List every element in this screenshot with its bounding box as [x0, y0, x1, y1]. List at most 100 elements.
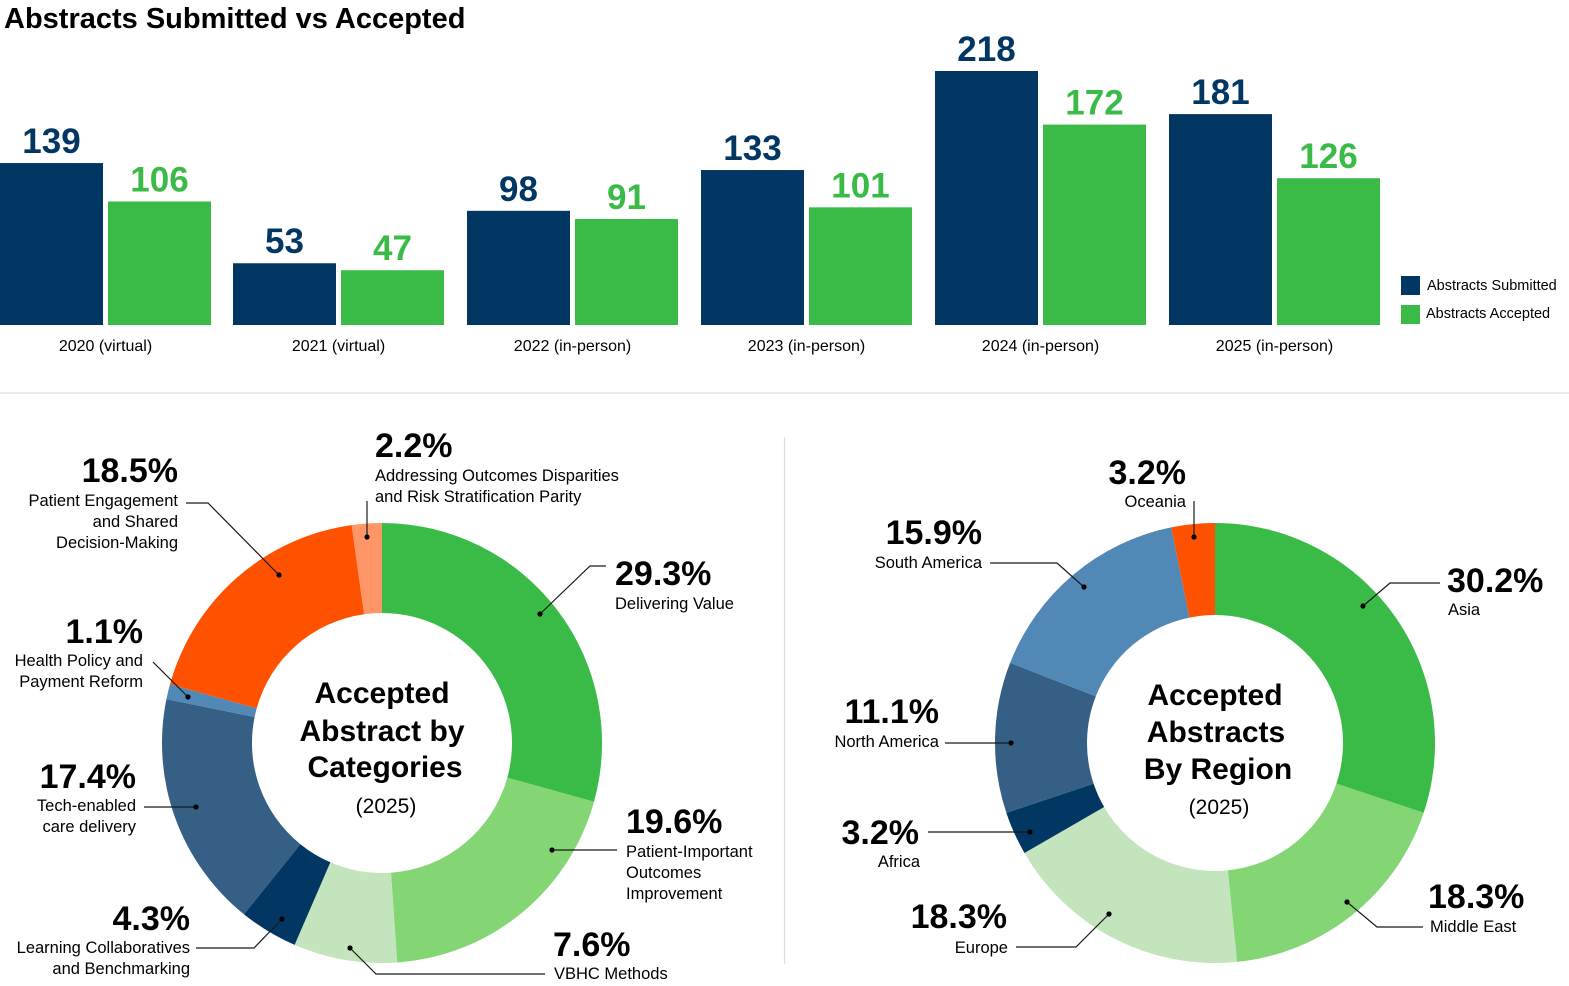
donut-slice — [1227, 783, 1424, 962]
bar-accepted — [809, 207, 912, 325]
leader-dot — [279, 916, 285, 922]
slice-name-label: Outcomes — [626, 864, 701, 882]
bar-chart-title: Abstracts Submitted vs Accepted — [4, 3, 465, 35]
donut-slice — [1171, 523, 1215, 618]
bar-value-label: 133 — [723, 129, 781, 168]
bar-accepted — [1043, 124, 1146, 325]
bar-value-label: 139 — [22, 122, 80, 161]
bar-value-label: 106 — [130, 160, 188, 199]
slice-name-label: Tech-enabled — [37, 797, 136, 815]
slice-name-label: Patient-Important — [626, 843, 753, 861]
donut-regions-center-title: Accepted Abstracts By Region (2025) — [1144, 679, 1292, 819]
center-title-line: Abstract by — [299, 715, 464, 748]
slice-percent-label: 19.6% — [626, 803, 722, 841]
center-title-line: Accepted — [314, 677, 449, 710]
slice-name-label: Middle East — [1430, 918, 1517, 936]
bar-value-label: 126 — [1299, 137, 1357, 176]
donut-slice — [1010, 527, 1190, 697]
leader-dot — [185, 694, 191, 700]
slice-name-label: Addressing Outcomes Disparities — [375, 467, 619, 485]
leader-dot — [1008, 740, 1014, 746]
donut-slice — [995, 662, 1096, 813]
slice-percent-label: 18.3% — [1428, 878, 1524, 916]
bar-accepted — [108, 201, 211, 325]
donut-regions-labels: 30.2%Asia 18.3% Middle East 18.3% Europe 3.2%… — [834, 454, 1543, 957]
bar-submitted — [233, 263, 336, 325]
bar-chart: Abstracts Submitted vs Accepted 139 106 53… — [0, 3, 1557, 355]
x-axis-tick-label: 2024 (in-person) — [982, 338, 1099, 355]
leader-line — [1362, 582, 1440, 607]
donut-slice — [169, 525, 365, 709]
slice-name-label: Health Policy and — [15, 652, 143, 670]
bar-value-label: 181 — [1191, 73, 1249, 112]
slice-percent-label: 3.2% — [842, 814, 920, 852]
center-subtitle: (2025) — [1189, 796, 1250, 819]
leader-dot — [193, 804, 199, 810]
x-axis-tick-label: 2021 (virtual) — [292, 338, 385, 355]
leader-line — [196, 918, 283, 949]
slice-percent-label: 11.1% — [844, 693, 939, 731]
leader-dot — [1344, 899, 1350, 905]
bar-value-label: 218 — [957, 30, 1015, 69]
x-axis-tick-label: 2025 (in-person) — [1216, 338, 1333, 355]
slice-percent-label: 1.1% — [66, 613, 144, 651]
slice-percent-label: 2.2% — [375, 427, 453, 465]
slice-name-label: Africa — [878, 853, 921, 871]
legend-swatch-accepted — [1401, 305, 1420, 324]
slice-percent-label: 18.5% — [82, 452, 178, 490]
donut-regions-slices — [995, 523, 1435, 963]
bar-submitted — [701, 170, 804, 325]
leader-dot — [347, 945, 353, 951]
leader-dot — [1027, 829, 1033, 835]
bar-submitted — [467, 210, 570, 325]
donut-slice — [166, 684, 257, 718]
slice-percent-label: 29.3% — [615, 555, 711, 593]
donut-categories-labels: 29.3% Delivering Value 19.6% Patient-Import… — [15, 427, 753, 983]
leader-line — [349, 947, 545, 975]
bar-value-label: 47 — [373, 229, 412, 268]
center-title-line: Accepted — [1147, 679, 1282, 712]
donut-slice — [1215, 523, 1435, 813]
bar-value-label: 98 — [499, 170, 538, 209]
bar-value-labels: 139 106 53 47 98 91 133 101 218 172 181 126 — [22, 30, 1357, 268]
leader-line — [990, 562, 1085, 588]
bars-group — [0, 71, 1380, 325]
bar-value-label: 91 — [607, 178, 646, 217]
donut-slice — [243, 844, 331, 945]
slice-percent-label: 7.6% — [553, 926, 631, 964]
x-axis-tick-label: 2023 (in-person) — [748, 338, 865, 355]
slice-name-label: Improvement — [626, 885, 723, 903]
donut-slice — [161, 699, 301, 915]
center-title-line: Categories — [307, 751, 462, 784]
center-title-line: By Region — [1144, 753, 1292, 786]
bar-submitted — [0, 163, 103, 325]
center-subtitle: (2025) — [356, 795, 417, 818]
slice-percent-label: 15.9% — [886, 514, 982, 552]
bar-value-label: 172 — [1065, 84, 1123, 123]
center-title-line: Abstracts — [1147, 716, 1285, 749]
leader-dot — [537, 611, 543, 617]
legend: Abstracts Submitted Abstracts Accepted — [1401, 276, 1557, 324]
x-axis-tick-label: 2022 (in-person) — [514, 338, 631, 355]
donut-slice — [294, 862, 398, 963]
slice-name-label: and Benchmarking — [52, 960, 190, 978]
bar-submitted — [935, 71, 1038, 325]
leader-dot — [276, 572, 282, 578]
leader-line — [152, 661, 189, 698]
slice-name-label: Payment Reform — [19, 673, 143, 691]
slice-name-label: Asia — [1448, 601, 1481, 619]
slice-name-label: VBHC Methods — [554, 965, 668, 983]
leader-line — [1346, 901, 1423, 928]
donut-categories-center-title: Accepted Abstract by Categories (2025) — [299, 677, 464, 818]
leader-line — [1016, 913, 1110, 948]
bar-accepted — [1277, 178, 1380, 325]
leader-dot — [1081, 584, 1087, 590]
slice-name-label: and Risk Stratification Parity — [375, 488, 582, 506]
leader-line — [539, 565, 606, 615]
leader-line — [186, 502, 280, 576]
slice-name-label: Europe — [955, 939, 1008, 957]
legend-swatch-submitted — [1401, 276, 1420, 295]
leader-dot — [1360, 603, 1366, 609]
leader-dot — [549, 847, 555, 853]
slice-percent-label: 4.3% — [113, 900, 191, 938]
